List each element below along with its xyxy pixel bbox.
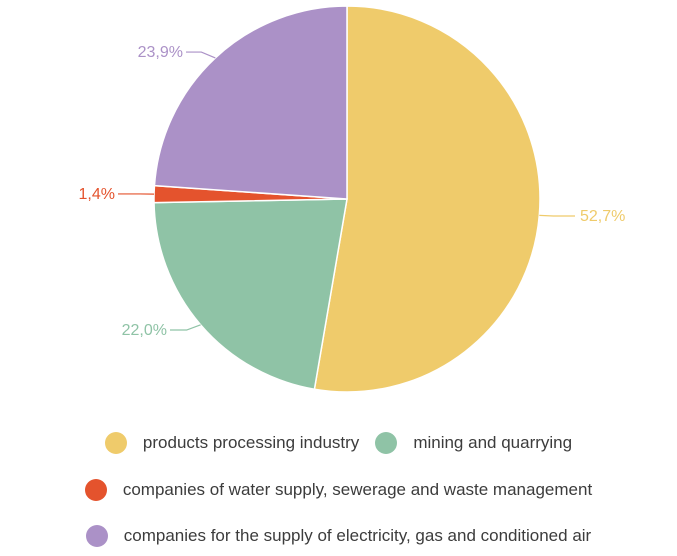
pie-slice	[313, 5, 541, 393]
legend-item-electricity: companies for the supply of electricity,…	[85, 525, 592, 547]
legend-item-mining: mining and quarrying	[375, 432, 572, 454]
legend-item-products-processing: products processing industry	[104, 432, 360, 454]
legend-row-2: companies of water supply, sewerage and …	[0, 479, 677, 501]
legend-swatch	[375, 432, 398, 454]
legend-swatch	[85, 525, 108, 547]
legend-label: mining and quarrying	[413, 433, 573, 452]
legend-swatch	[84, 479, 107, 501]
leader-line	[186, 51, 216, 59]
pie-slice	[153, 198, 348, 391]
legend-label: companies for the supply of electricity,…	[123, 526, 592, 545]
slice-value-label: 1,4%	[79, 186, 115, 203]
pie-slice	[153, 5, 348, 200]
legend-row-3: companies for the supply of electricity,…	[0, 525, 677, 547]
legend-row-1: products processing industry mining and …	[0, 432, 677, 454]
slice-value-label: 52,7%	[580, 208, 625, 225]
slice-value-label: 22,0%	[122, 322, 167, 339]
legend-item-water-supply: companies of water supply, sewerage and …	[84, 479, 593, 501]
pie-chart: 52,7% 22,0% 1,4% 23,9%	[79, 5, 625, 393]
legend-label: products processing industry	[142, 433, 360, 452]
legend-swatch	[104, 432, 127, 454]
leader-line	[539, 214, 575, 217]
legend-label: companies of water supply, sewerage and …	[122, 480, 593, 499]
leader-line	[170, 324, 201, 331]
slice-value-label: 23,9%	[138, 44, 183, 61]
